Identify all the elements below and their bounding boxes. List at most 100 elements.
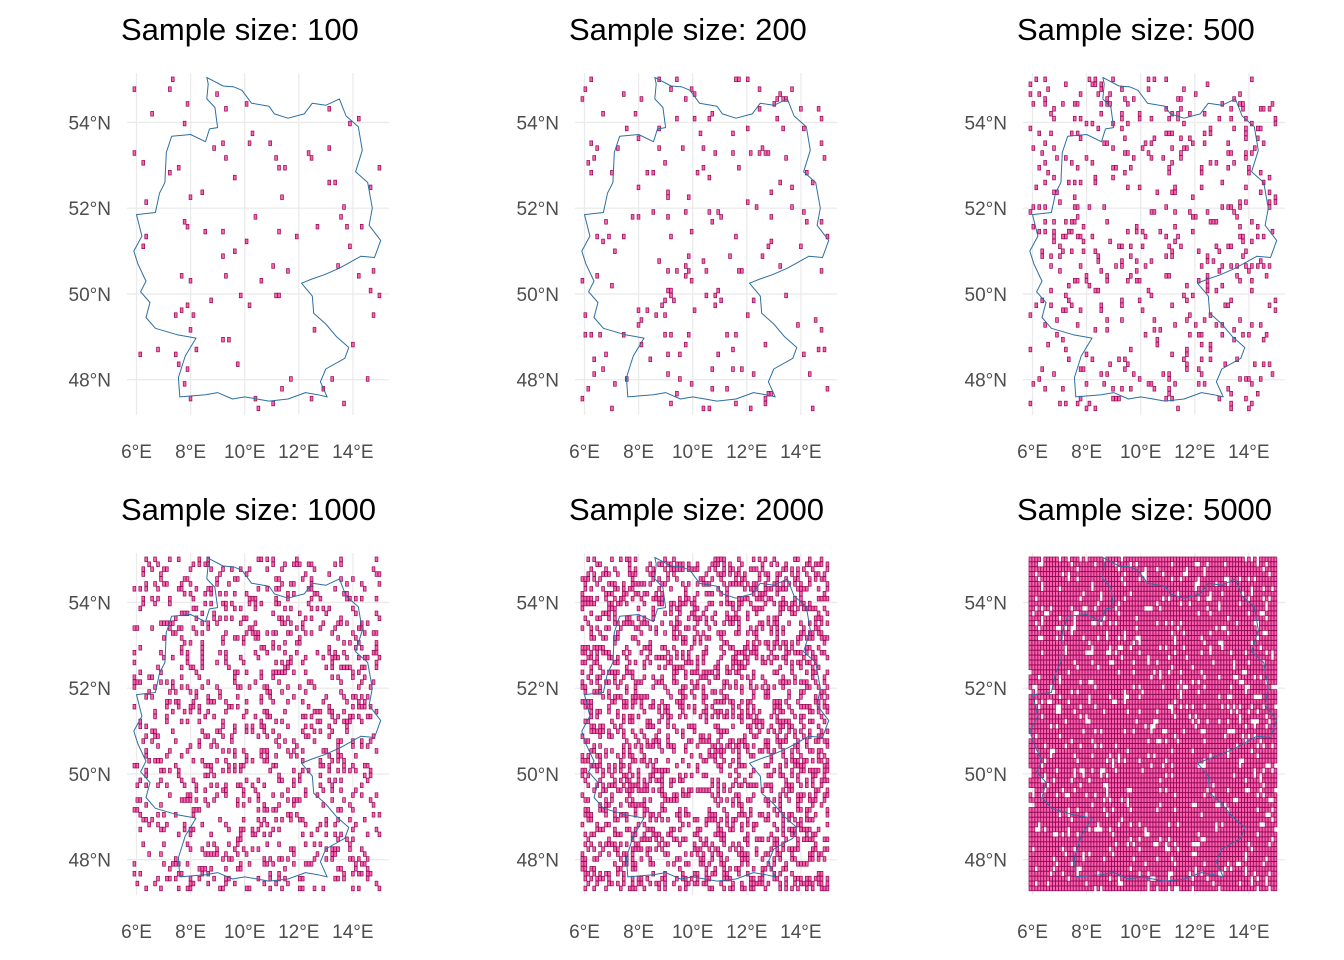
sample-cell (1140, 615, 1145, 621)
sample-cell (802, 880, 806, 887)
sample-cell (678, 856, 682, 862)
sample-cell (238, 762, 243, 769)
sample-cell (657, 743, 661, 749)
sample-cell (737, 743, 741, 749)
sample-cell (1081, 807, 1086, 813)
sample-cell (1090, 762, 1095, 769)
sample-cell (374, 610, 379, 617)
sample-cell (1185, 713, 1189, 720)
sample-cell (244, 591, 249, 597)
sample-cell (698, 856, 703, 862)
sample-cell (722, 571, 726, 577)
sample-cell (627, 571, 632, 577)
sample-cell (663, 870, 667, 877)
sample-cell (642, 664, 647, 671)
sample-cell (722, 866, 726, 872)
sample-cell (728, 600, 732, 607)
sample-cell (1250, 400, 1254, 407)
sample-cell (766, 728, 771, 734)
sample-cell (227, 762, 231, 769)
sample-cell (813, 561, 818, 567)
sample-cell (1105, 767, 1109, 774)
sample-cell (710, 591, 715, 597)
sample-cell (295, 561, 299, 567)
sample-cell (1149, 841, 1154, 847)
sample-cell (627, 748, 632, 754)
sample-cell (1134, 228, 1139, 235)
sample-cell (348, 243, 352, 250)
sample-cell (1167, 600, 1171, 607)
sample-cell (227, 664, 231, 671)
sample-cell (722, 728, 726, 734)
sample-cell (586, 836, 591, 842)
sample-cell (607, 649, 611, 656)
sample-cell (1067, 748, 1071, 754)
sample-cell (1055, 615, 1059, 621)
sample-cell (757, 836, 762, 842)
sample-cell (1152, 135, 1157, 141)
sample-cell (1052, 600, 1056, 607)
sample-cell (778, 718, 782, 725)
sample-cell (327, 106, 332, 112)
sample-cell (716, 561, 720, 567)
sample-cell (766, 645, 771, 651)
sample-cell (1167, 826, 1171, 833)
sample-cell (1267, 669, 1272, 675)
sample-cell (206, 708, 210, 715)
sample-cell (737, 772, 741, 779)
sample-cell (580, 625, 585, 631)
y-tick-label: 52°N (69, 199, 111, 220)
sample-cell (1108, 91, 1112, 97)
sample-cell (745, 748, 750, 754)
sample-cell (159, 802, 163, 808)
sample-cell (162, 566, 166, 572)
sample-cell (262, 723, 267, 730)
sample-cell (1258, 782, 1263, 788)
sample-cell (253, 713, 258, 720)
sample-cell (624, 684, 629, 690)
sample-cell (619, 694, 623, 700)
sample-cell (1043, 723, 1047, 730)
sample-cell (368, 738, 373, 744)
sample-cell (359, 224, 364, 230)
sample-cell (816, 625, 821, 631)
sample-cell (1229, 556, 1233, 563)
sample-cell (188, 278, 193, 284)
sample-cell (138, 586, 143, 592)
sample-cell (197, 718, 202, 725)
sample-cell (710, 561, 715, 567)
sample-cell (1229, 243, 1233, 250)
sample-cell (1037, 713, 1042, 720)
sample-cell (807, 767, 812, 774)
sample-cell (141, 600, 146, 607)
sample-cell (748, 150, 753, 156)
sample-cell (660, 787, 664, 793)
sample-cell (681, 581, 685, 587)
sample-cell (1170, 777, 1174, 784)
sample-cell (816, 870, 821, 877)
sample-cell (374, 826, 379, 833)
sample-cell (1096, 125, 1101, 132)
sample-cell (822, 595, 827, 602)
sample-cell (1191, 738, 1195, 744)
sample-cell (206, 733, 210, 739)
sample-cell (1096, 748, 1101, 754)
sample-cell (660, 713, 664, 720)
sample-cell (725, 610, 729, 617)
sample-cell (595, 615, 599, 621)
sample-cell (648, 846, 653, 852)
sample-cell (1247, 792, 1251, 798)
sample-cell (1137, 581, 1142, 587)
sample-cell (300, 885, 305, 892)
sample-cell (318, 841, 323, 847)
sample-cell (766, 571, 771, 577)
sample-cell (1134, 224, 1139, 230)
sample-cell (642, 659, 647, 666)
sample-cell (621, 233, 626, 240)
sample-cell (675, 664, 679, 671)
sample-cell (586, 846, 591, 852)
sample-cell (262, 856, 267, 862)
sample-cell (277, 600, 281, 607)
sample-cell (1129, 669, 1133, 675)
sample-cell (813, 875, 818, 882)
